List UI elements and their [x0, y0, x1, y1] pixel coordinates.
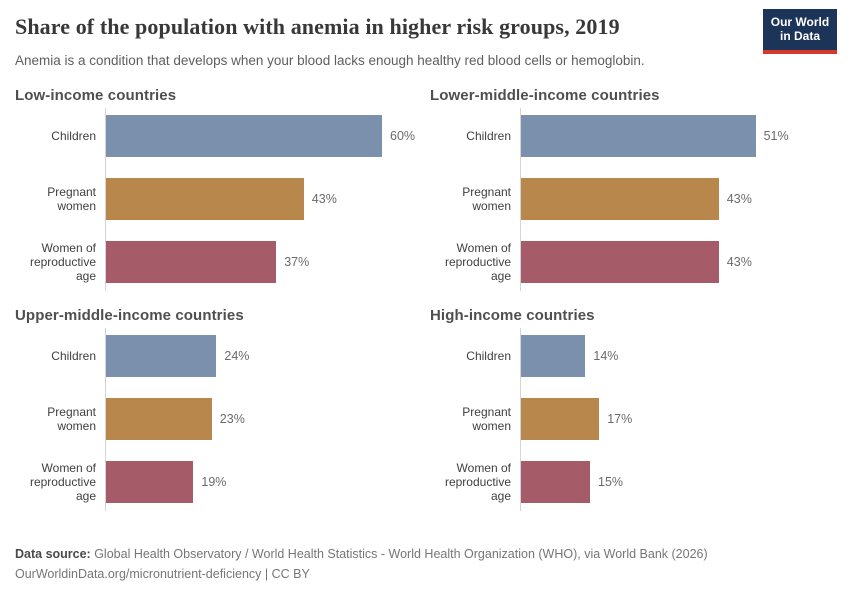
owid-logo[interactable]: Our World in Data	[763, 9, 837, 54]
bar-row: Pregnant women 43%	[15, 178, 420, 221]
chart-footer: Data source: Global Health Observatory /…	[15, 544, 835, 584]
value-label: 24%	[224, 349, 250, 364]
value-label: 14%	[593, 349, 619, 364]
y-axis-line	[105, 108, 106, 292]
data-source-label: Data source:	[15, 547, 91, 562]
value-label: 43%	[726, 255, 752, 270]
bar-pregnant-women[interactable]	[106, 178, 304, 221]
bar-row: Children 51%	[430, 115, 835, 158]
chart-subtitle: Anemia is a condition that develops when…	[15, 53, 645, 69]
bar-row: Pregnant women 23%	[15, 398, 420, 441]
category-label-women-reproductive-age: Women of reproductive age	[444, 460, 511, 504]
value-label: 51%	[763, 129, 789, 144]
value-label: 43%	[311, 192, 337, 207]
category-label-children: Children	[466, 349, 511, 364]
bar-children[interactable]	[521, 335, 586, 378]
category-label-women-reproductive-age: Women of reproductive age	[29, 460, 96, 504]
panel-title: Upper-middle-income countries	[15, 307, 244, 325]
owid-logo-line2: in Data	[779, 28, 820, 43]
bar-row: Women of reproductive age 15%	[430, 460, 835, 504]
bar-women-reproductive-age[interactable]	[521, 461, 590, 504]
bar-pregnant-women[interactable]	[521, 178, 719, 221]
bar-row: Pregnant women 17%	[430, 398, 835, 441]
panel-low-income: Low-income countries Children 60% Pregna…	[15, 85, 420, 305]
category-label-children: Children	[466, 129, 511, 144]
bar-women-reproductive-age[interactable]	[106, 241, 277, 284]
bar-row: Children 14%	[430, 335, 835, 378]
small-multiples-grid: Low-income countries Children 60% Pregna…	[15, 85, 835, 525]
y-axis-line	[520, 108, 521, 292]
bar-pregnant-women[interactable]	[106, 398, 212, 441]
y-axis-line	[105, 328, 106, 512]
license-line: OurWorldinData.org/micronutrient-deficie…	[15, 564, 835, 584]
bar-row: Children 24%	[15, 335, 420, 378]
value-label: 23%	[219, 412, 245, 427]
category-label-pregnant-women: Pregnant women	[462, 184, 511, 214]
bar-children[interactable]	[106, 115, 382, 158]
bar-children[interactable]	[521, 115, 756, 158]
category-label-women-reproductive-age: Women of reproductive age	[29, 240, 96, 284]
category-label-women-reproductive-age: Women of reproductive age	[444, 240, 511, 284]
y-axis-line	[520, 328, 521, 512]
panel-lower-middle-income: Lower-middle-income countries Children 5…	[430, 85, 835, 305]
bar-children[interactable]	[106, 335, 217, 378]
bar-row: Women of reproductive age 19%	[15, 460, 420, 504]
value-label: 19%	[201, 475, 227, 490]
panel-upper-middle-income: Upper-middle-income countries Children 2…	[15, 305, 420, 525]
category-label-pregnant-women: Pregnant women	[462, 404, 511, 434]
chart-header: Share of the population with anemia in h…	[15, 9, 837, 70]
panel-title: Lower-middle-income countries	[430, 87, 660, 105]
bar-women-reproductive-age[interactable]	[521, 241, 719, 284]
panel-title: High-income countries	[430, 307, 595, 325]
value-label: 15%	[598, 475, 624, 490]
bar-row: Women of reproductive age 37%	[15, 240, 420, 284]
category-label-children: Children	[51, 129, 96, 144]
panel-high-income: High-income countries Children 14% Pregn…	[430, 305, 835, 525]
bar-row: Women of reproductive age 43%	[430, 240, 835, 284]
owid-url-link[interactable]: OurWorldinData.org/micronutrient-deficie…	[15, 567, 310, 582]
data-source-line: Data source: Global Health Observatory /…	[15, 544, 835, 564]
bar-women-reproductive-age[interactable]	[106, 461, 194, 504]
bar-pregnant-women[interactable]	[521, 398, 600, 441]
owid-logo-line1: Our World	[770, 14, 830, 29]
chart-title: Share of the population with anemia in h…	[15, 14, 620, 39]
value-label: 37%	[284, 255, 310, 270]
data-source-text: Global Health Observatory / World Health…	[90, 547, 708, 562]
category-label-pregnant-women: Pregnant women	[47, 184, 96, 214]
value-label: 17%	[607, 412, 633, 427]
value-label: 43%	[726, 192, 752, 207]
bar-row: Pregnant women 43%	[430, 178, 835, 221]
panel-title: Low-income countries	[15, 87, 177, 105]
value-label: 60%	[390, 129, 416, 144]
category-label-children: Children	[51, 349, 96, 364]
bar-row: Children 60%	[15, 115, 420, 158]
category-label-pregnant-women: Pregnant women	[47, 404, 96, 434]
